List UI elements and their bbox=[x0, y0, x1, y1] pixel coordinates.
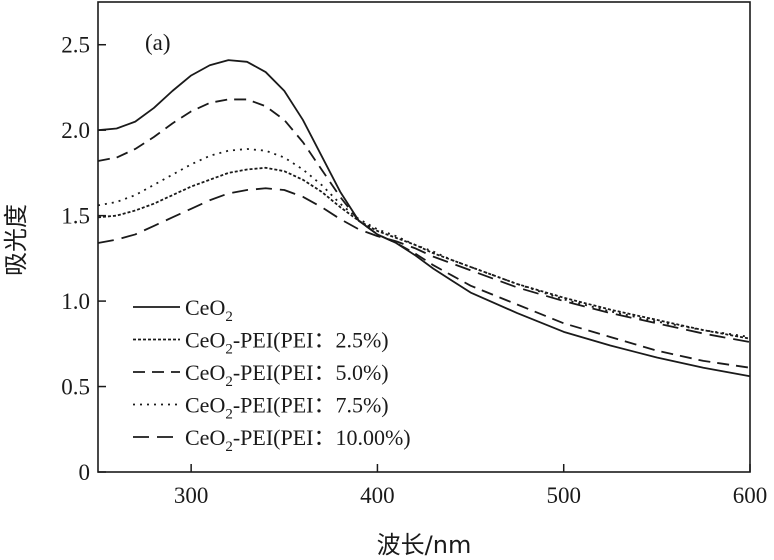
y-tick-label: 1.5 bbox=[61, 204, 90, 229]
y-tick-label: 2.5 bbox=[61, 33, 90, 58]
x-tick-label: 300 bbox=[174, 483, 209, 508]
series-line-1 bbox=[97, 59, 751, 378]
legend-entry-2: CeO2-PEI(PEI：2.5%) bbox=[185, 328, 389, 358]
legend: CeO2CeO2-PEI(PEI：2.5%)CeO2-PEI(PEI：5.0%)… bbox=[133, 295, 411, 455]
y-tick-label: 2.0 bbox=[61, 118, 90, 143]
panel-label: (a) bbox=[145, 30, 171, 55]
legend-entry-4: CeO2-PEI(PEI：7.5%) bbox=[185, 393, 389, 423]
x-tick-label: 400 bbox=[360, 483, 395, 508]
x-tick-label: 600 bbox=[733, 483, 768, 508]
legend-entry-1: CeO2 bbox=[185, 295, 233, 325]
y-axis-label: 吸光度 bbox=[2, 204, 30, 276]
legend-entry-3: CeO2-PEI(PEI：5.0%) bbox=[185, 360, 389, 390]
legend-entry-5: CeO2-PEI(PEI：10.00%) bbox=[185, 425, 411, 455]
x-tick-label: 500 bbox=[546, 483, 581, 508]
series-line-2 bbox=[97, 166, 751, 340]
x-axis-label: 波长/nm bbox=[377, 531, 472, 559]
y-tick-label: 0.5 bbox=[61, 375, 90, 400]
tick-layer: 300 400 500 600 0 0.5 1.0 1.5 2.0 2.5 bbox=[61, 33, 767, 508]
series-layer bbox=[97, 59, 751, 378]
y-tick-label: 0 bbox=[79, 460, 91, 485]
plot-frame bbox=[97, 1, 751, 473]
series-line-5 bbox=[97, 187, 751, 343]
y-tick-label: 1.0 bbox=[61, 289, 90, 314]
